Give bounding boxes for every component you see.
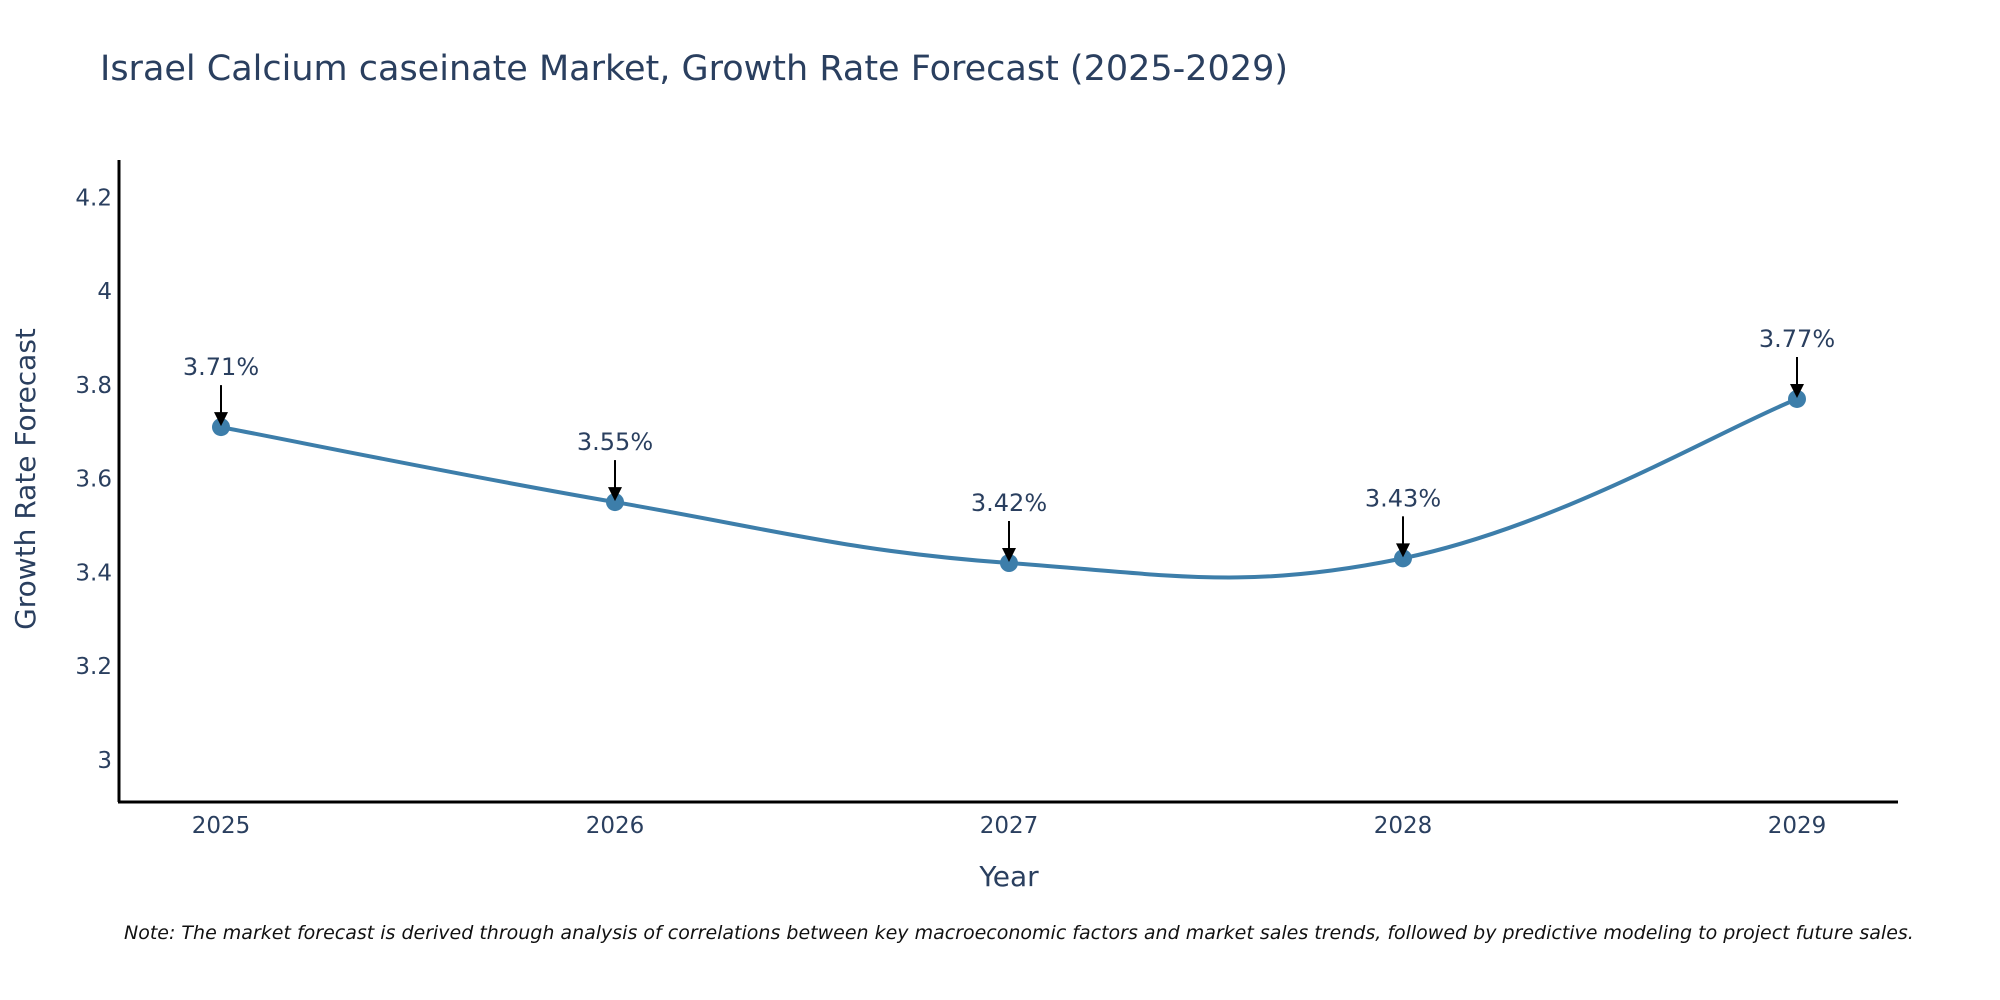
- data-label-annotations: 3.71% 3.55% 3.42% 3.43% 3.77%: [183, 325, 1835, 563]
- data-point-marker: [1788, 389, 1806, 408]
- x-tick-label: 2029: [1768, 813, 1827, 839]
- annotation-arrow-head: [608, 487, 622, 502]
- data-label: 3.77%: [1759, 325, 1835, 353]
- y-tick-label: 3.6: [75, 467, 112, 493]
- data-point-marker: [1394, 549, 1412, 568]
- y-tick-label: 3.4: [75, 560, 112, 586]
- annotation-arrow-head: [214, 412, 228, 427]
- y-tick-label: 4.2: [75, 185, 112, 211]
- x-tick-label: 2028: [1374, 813, 1433, 839]
- chart-title: Israel Calcium caseinate Market, Growth …: [100, 49, 1288, 89]
- x-axis-ticks: 2025 2026 2027 2028 2029: [192, 813, 1827, 839]
- annotation-arrow-head: [1790, 383, 1804, 398]
- data-label: 3.55%: [577, 428, 653, 456]
- data-points: [212, 389, 1806, 573]
- annotation-arrow-head: [1396, 543, 1410, 558]
- data-point-marker: [606, 493, 624, 512]
- data-label: 3.43%: [1365, 484, 1441, 512]
- data-label: 3.71%: [183, 353, 259, 381]
- y-tick-label: 3.8: [75, 373, 112, 399]
- y-tick-label: 4: [97, 279, 112, 305]
- data-label: 3.42%: [971, 489, 1047, 517]
- y-axis-ticks: 3 3.2 3.4 3.6 3.8 4 4.2: [75, 185, 112, 773]
- x-axis-title: Year: [978, 860, 1039, 893]
- x-tick-label: 2025: [192, 813, 251, 839]
- x-tick-label: 2026: [586, 813, 645, 839]
- data-point-marker: [212, 418, 230, 437]
- x-tick-label: 2027: [980, 813, 1039, 839]
- y-tick-label: 3.2: [75, 654, 112, 680]
- y-tick-label: 3: [97, 748, 112, 774]
- annotation-arrow-head: [1002, 548, 1016, 563]
- data-point-marker: [1000, 554, 1018, 573]
- footnote: Note: The market forecast is derived thr…: [124, 922, 1914, 944]
- y-axis-title: Growth Rate Forecast: [9, 328, 42, 630]
